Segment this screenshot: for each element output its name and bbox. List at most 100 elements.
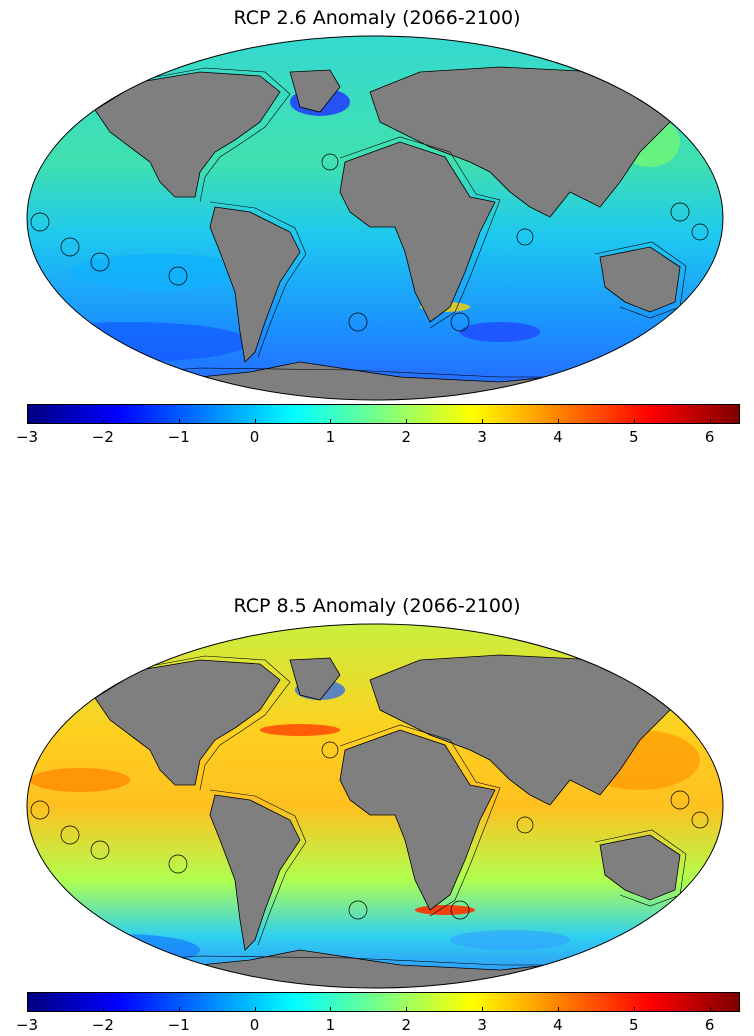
island-circle: [450, 312, 470, 332]
colorbar-tick-mark: [482, 1007, 484, 1012]
colorbar-tick-label: 0: [249, 428, 260, 446]
colorbar-tick-mark: [557, 419, 559, 424]
colorbar-tick-mark: [102, 419, 104, 424]
contour-line: [89, 655, 291, 791]
colorbar-tick-label: 3: [477, 1016, 487, 1034]
island-circle: [90, 252, 110, 272]
island-circle: [691, 223, 709, 241]
island-circles: [30, 153, 709, 332]
island-circle: [30, 800, 50, 820]
australia: [599, 246, 681, 313]
colorbar-tick-label: 5: [629, 1016, 639, 1034]
colorbar-tick-label: −1: [167, 428, 190, 446]
island-circles: [30, 741, 709, 920]
colorbar-tick-label: 2: [401, 428, 412, 446]
greenland: [289, 657, 341, 701]
colorbar-tick-mark: [482, 419, 484, 424]
colorbar-tick-label: 5: [629, 428, 639, 446]
colorbar-tick-label: 1: [325, 428, 336, 446]
ocean-warm-patch: [30, 768, 130, 792]
colorbar-tick-mark: [178, 1007, 180, 1012]
colorbar-tick-mark: [330, 419, 332, 424]
map-title: RCP 2.6 Anomaly (2066-2100): [233, 7, 521, 29]
africa: [339, 729, 496, 911]
colorbar-tick-mark: [254, 419, 256, 424]
island-circle: [691, 811, 709, 829]
island-circle: [321, 153, 339, 171]
colorbar-tick-mark: [709, 419, 711, 424]
ocean-cool-patch: [460, 322, 540, 342]
colorbar-tick-label: −2: [91, 428, 114, 446]
world-map-rcp85: [26, 623, 724, 989]
colorbar-gradient: [28, 405, 739, 423]
colorbar-tick-mark: [102, 1007, 104, 1012]
island-circle: [168, 266, 188, 286]
colorbar-tick-mark: [406, 419, 408, 424]
colorbar-ticks: −3 −2 −1 0 1 2 3 4 5 6: [16, 419, 740, 448]
island-circle: [348, 900, 368, 920]
colorbar-tick-mark: [178, 419, 180, 424]
colorbar-tick-mark: [633, 419, 635, 424]
ocean-cool-patch: [450, 930, 570, 950]
colorbar-tick-mark: [330, 1007, 332, 1012]
map-frame: [26, 623, 724, 989]
island-circle: [670, 202, 690, 222]
colorbar-tick-mark: [557, 1007, 559, 1012]
colorbar-gradient: [28, 993, 739, 1011]
colorbar-tick-label: 0: [249, 1016, 260, 1034]
island-circle: [321, 741, 339, 759]
colorbar-tick-mark: [254, 1007, 256, 1012]
island-circle: [60, 825, 80, 845]
colorbar-tick-mark: [27, 1007, 28, 1012]
colorbar-tick-label: −3: [15, 428, 39, 446]
contour-line: [339, 724, 501, 917]
contour-line: [339, 136, 501, 329]
colorbar-tick-mark: [27, 419, 28, 424]
colorbar-tick-mark: [633, 1007, 635, 1012]
world-map-rcp26: [26, 35, 724, 401]
colorbar: [27, 404, 740, 424]
contour-line: [209, 201, 307, 358]
south-america: [209, 206, 301, 363]
colorbar-tick-mark: [709, 1007, 711, 1012]
colorbar-tick-label: −2: [91, 1016, 114, 1034]
colorbar: [27, 992, 740, 1012]
contour-line: [594, 241, 687, 319]
ocean-warm-patch: [260, 724, 340, 736]
colorbar-tick-label: −3: [15, 1016, 39, 1034]
island-circle: [90, 840, 110, 860]
colorbar-tick-label: 4: [553, 1016, 563, 1034]
island-circle: [30, 212, 50, 232]
colorbar-tick-label: 2: [401, 1016, 412, 1034]
colorbar-ticks: −3 −2 −1 0 1 2 3 4 5 6: [16, 1007, 740, 1036]
island-circle: [348, 312, 368, 332]
colorbar-tick-label: 4: [553, 428, 563, 446]
map-title: RCP 8.5 Anomaly (2066-2100): [233, 595, 521, 617]
land-masses: [94, 66, 701, 400]
north-america: [94, 71, 281, 198]
island-circle: [60, 237, 80, 257]
australia: [599, 834, 681, 901]
colorbar-tick-label: 3: [477, 428, 487, 446]
colorbar-tick-label: 1: [325, 1016, 336, 1034]
island-circle: [516, 228, 534, 246]
africa: [339, 141, 496, 323]
island-circle: [450, 900, 470, 920]
map-frame: [26, 35, 724, 401]
ocean-cool-patch: [27, 322, 250, 362]
greenland: [289, 69, 341, 113]
contour-line: [209, 789, 307, 946]
north-america: [94, 659, 281, 786]
island-circle: [670, 790, 690, 810]
contour-line: [594, 829, 687, 907]
island-circle: [516, 816, 534, 834]
colorbar-tick-label: 6: [704, 1016, 715, 1034]
colorbar-tick-label: 6: [704, 428, 715, 446]
island-circle: [168, 854, 188, 874]
contour-line: [89, 67, 291, 203]
south-america: [209, 794, 301, 951]
ocean-cool-patch: [40, 934, 200, 966]
colorbar-tick-mark: [406, 1007, 408, 1012]
colorbar-tick-label: −1: [167, 1016, 190, 1034]
ocean-cool-patch: [70, 254, 250, 290]
